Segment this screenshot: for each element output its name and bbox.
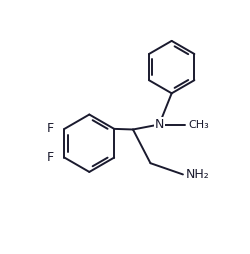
Text: F: F — [47, 151, 54, 164]
Text: CH₃: CH₃ — [188, 119, 208, 130]
Text: NH₂: NH₂ — [185, 168, 208, 181]
Text: F: F — [47, 122, 54, 135]
Text: N: N — [154, 118, 163, 131]
